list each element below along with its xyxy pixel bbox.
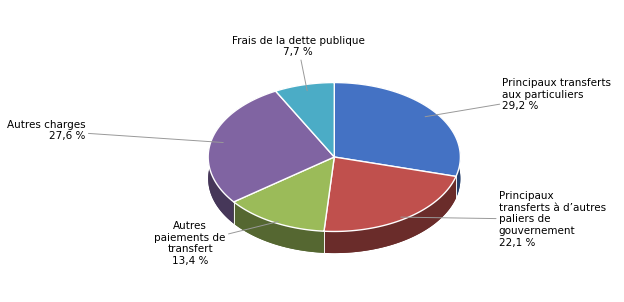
Polygon shape [334, 82, 461, 198]
Text: Principaux transferts
aux particuliers
29,2 %: Principaux transferts aux particuliers 2… [425, 78, 612, 117]
Polygon shape [334, 82, 461, 176]
Polygon shape [324, 157, 456, 231]
Polygon shape [208, 91, 276, 223]
Polygon shape [324, 176, 456, 253]
Polygon shape [208, 113, 334, 223]
Polygon shape [233, 202, 324, 253]
Polygon shape [324, 178, 456, 253]
Polygon shape [233, 178, 334, 253]
Text: Frais de la dette publique
7,7 %: Frais de la dette publique 7,7 % [232, 36, 364, 91]
Polygon shape [334, 104, 461, 198]
Polygon shape [233, 157, 334, 231]
Text: Autres charges
27,6 %: Autres charges 27,6 % [7, 120, 223, 143]
Text: Principaux
transferts à d’autres
paliers de
gouvernement
22,1 %: Principaux transferts à d’autres paliers… [401, 191, 606, 248]
Polygon shape [276, 82, 334, 113]
Polygon shape [276, 104, 334, 178]
Polygon shape [276, 82, 334, 157]
Polygon shape [208, 91, 334, 202]
Text: Autres
paiements de
transfert
13,4 %: Autres paiements de transfert 13,4 % [155, 221, 278, 266]
